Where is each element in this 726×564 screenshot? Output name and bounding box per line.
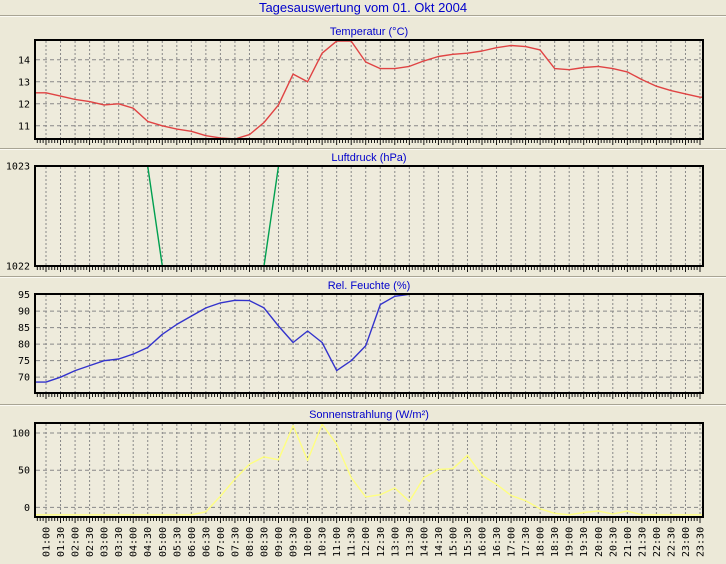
radiation-chart-title: Sonnenstrahlung (W/m²) xyxy=(309,409,429,421)
svg-text:0: 0 xyxy=(24,503,30,514)
svg-text:09:30: 09:30 xyxy=(289,527,300,557)
svg-text:23:00: 23:00 xyxy=(681,527,692,557)
svg-text:02:30: 02:30 xyxy=(85,527,96,557)
svg-text:1023: 1023 xyxy=(6,162,30,173)
svg-text:08:00: 08:00 xyxy=(245,527,256,557)
svg-text:21:30: 21:30 xyxy=(637,527,648,557)
svg-text:05:00: 05:00 xyxy=(158,527,169,557)
svg-text:07:30: 07:30 xyxy=(230,527,241,557)
svg-text:17:00: 17:00 xyxy=(507,527,518,557)
svg-text:80: 80 xyxy=(18,340,30,351)
divider-after-pressure xyxy=(0,276,726,278)
svg-text:16:00: 16:00 xyxy=(478,527,489,557)
svg-text:19:00: 19:00 xyxy=(565,527,576,557)
svg-text:05:30: 05:30 xyxy=(172,527,183,557)
svg-text:10:30: 10:30 xyxy=(318,527,329,557)
svg-text:23:30: 23:30 xyxy=(696,527,707,557)
svg-text:07:00: 07:00 xyxy=(216,527,227,557)
svg-text:100: 100 xyxy=(12,429,30,440)
svg-text:09:00: 09:00 xyxy=(274,527,285,557)
temperature-chart-title: Temperatur (°C) xyxy=(329,26,409,38)
divider-after-temperature xyxy=(0,148,726,150)
svg-text:17:30: 17:30 xyxy=(521,527,532,557)
svg-text:19:30: 19:30 xyxy=(579,527,590,557)
svg-text:21:00: 21:00 xyxy=(623,527,634,557)
svg-text:20:30: 20:30 xyxy=(608,527,619,557)
svg-text:04:30: 04:30 xyxy=(143,527,154,557)
divider-top xyxy=(0,15,726,17)
humidity-chart-title: Rel. Feuchte (%) xyxy=(327,280,411,292)
svg-text:06:00: 06:00 xyxy=(187,527,198,557)
svg-text:18:30: 18:30 xyxy=(550,527,561,557)
svg-text:11:00: 11:00 xyxy=(332,527,343,557)
time-axis-labels: 01:00 01:30 02:00 02:30 03:00 03:30 04:00 04:30… xyxy=(42,527,707,557)
page-title: Tagesauswertung vom 01. Okt 2004 xyxy=(258,0,468,15)
svg-text:04:00: 04:00 xyxy=(129,527,140,557)
svg-text:14:00: 14:00 xyxy=(419,527,430,557)
svg-text:15:30: 15:30 xyxy=(463,527,474,557)
svg-text:11: 11 xyxy=(18,121,30,132)
svg-text:18:00: 18:00 xyxy=(536,527,547,557)
svg-text:95: 95 xyxy=(18,290,30,301)
svg-text:12: 12 xyxy=(18,99,30,110)
svg-text:50: 50 xyxy=(18,466,30,477)
svg-text:75: 75 xyxy=(18,356,30,367)
svg-text:13: 13 xyxy=(18,77,30,88)
divider-after-humidity xyxy=(0,404,726,406)
radiation-plot: 0 50 100 xyxy=(12,422,704,523)
svg-text:10:00: 10:00 xyxy=(303,527,314,557)
pressure-chart-title: Luftdruck (hPa) xyxy=(331,152,407,164)
temperature-plot: 11 12 13 14 xyxy=(18,39,704,145)
svg-text:11:30: 11:30 xyxy=(347,527,358,557)
svg-text:70: 70 xyxy=(18,373,30,384)
svg-text:14:30: 14:30 xyxy=(434,527,445,557)
svg-text:12:00: 12:00 xyxy=(361,527,372,557)
pressure-plot: 1022 1023 xyxy=(6,162,704,273)
svg-text:02:00: 02:00 xyxy=(71,527,82,557)
svg-text:03:00: 03:00 xyxy=(100,527,111,557)
svg-text:08:30: 08:30 xyxy=(260,527,271,557)
svg-text:12:30: 12:30 xyxy=(376,527,387,557)
svg-text:1022: 1022 xyxy=(6,262,30,273)
svg-text:90: 90 xyxy=(18,307,30,318)
svg-text:13:00: 13:00 xyxy=(390,527,401,557)
svg-text:85: 85 xyxy=(18,323,30,334)
svg-text:16:30: 16:30 xyxy=(492,527,503,557)
svg-text:03:30: 03:30 xyxy=(114,527,125,557)
svg-text:22:30: 22:30 xyxy=(666,527,677,557)
svg-text:06:30: 06:30 xyxy=(201,527,212,557)
svg-text:20:00: 20:00 xyxy=(594,527,605,557)
svg-text:15:00: 15:00 xyxy=(448,527,459,557)
svg-text:01:30: 01:30 xyxy=(56,527,67,557)
svg-text:14: 14 xyxy=(18,55,30,66)
svg-text:01:00: 01:00 xyxy=(42,527,53,557)
humidity-plot: 70 75 80 85 90 95 xyxy=(18,290,704,399)
svg-text:22:00: 22:00 xyxy=(652,527,663,557)
svg-text:13:30: 13:30 xyxy=(405,527,416,557)
